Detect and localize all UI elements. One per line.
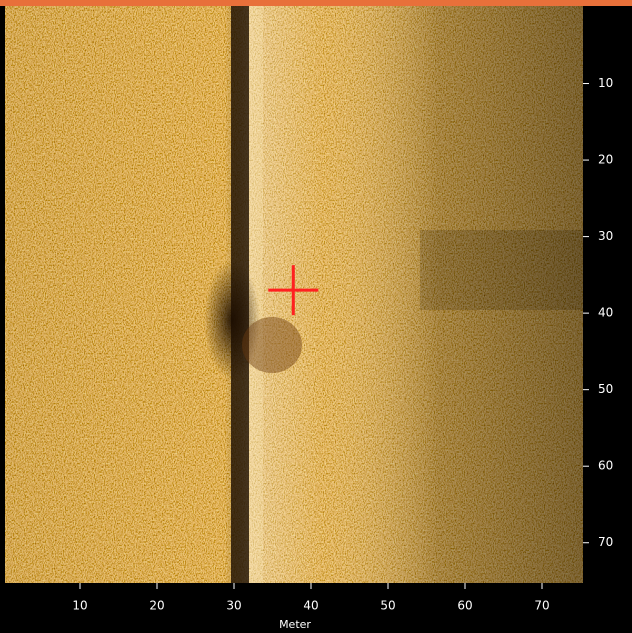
y-tick-label: 50	[598, 382, 613, 396]
top-bar	[0, 0, 632, 6]
y-tick-label: 40	[598, 306, 613, 320]
x-tick-label: 30	[226, 599, 241, 613]
y-tick-label: 30	[598, 229, 613, 243]
right-axis-strip	[583, 6, 632, 633]
bottom-axis-strip	[0, 583, 632, 633]
x-tick-label: 20	[149, 599, 164, 613]
y-tick-label: 70	[598, 535, 613, 549]
x-tick-label: 10	[72, 599, 87, 613]
x-axis-label: Meter	[279, 618, 311, 631]
y-tick-label: 20	[598, 153, 613, 167]
x-tick-label: 40	[303, 599, 318, 613]
y-tick-label: 60	[598, 459, 613, 473]
y-tick-label: 10	[598, 76, 613, 90]
x-tick-label: 50	[380, 599, 395, 613]
x-tick-label: 60	[457, 599, 472, 613]
x-tick-label: 70	[534, 599, 549, 613]
